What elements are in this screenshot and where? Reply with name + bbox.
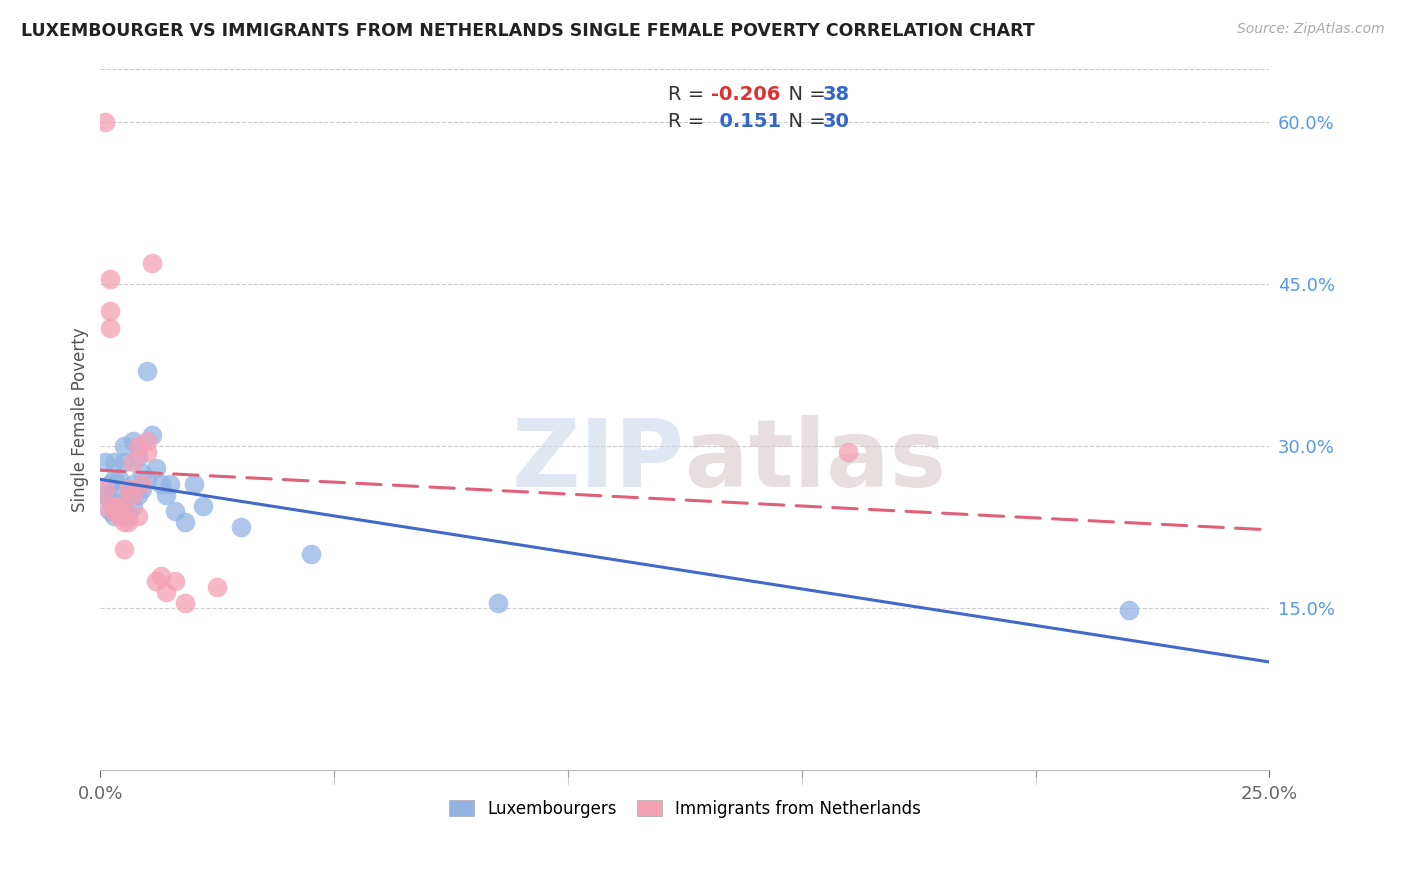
Point: [183, 477, 205, 491]
Point: [122, 477, 145, 491]
Point: [112, 504, 135, 518]
Point: [122, 499, 145, 513]
Point: [94, 483, 117, 497]
Point: [98, 320, 121, 334]
Point: [159, 477, 181, 491]
Point: [837, 444, 859, 458]
Text: atlas: atlas: [685, 416, 946, 508]
Point: [131, 467, 153, 481]
Point: [98, 504, 121, 518]
Point: [117, 515, 139, 529]
Point: [103, 472, 125, 486]
Point: [103, 509, 125, 524]
Point: [141, 428, 163, 442]
Text: 38: 38: [823, 85, 849, 104]
Text: LUXEMBOURGER VS IMMIGRANTS FROM NETHERLANDS SINGLE FEMALE POVERTY CORRELATION CH: LUXEMBOURGER VS IMMIGRANTS FROM NETHERLA…: [21, 22, 1035, 40]
Point: [207, 580, 229, 594]
Point: [103, 499, 125, 513]
Point: [145, 460, 167, 475]
Point: [103, 499, 125, 513]
Point: [98, 304, 121, 318]
Point: [112, 541, 135, 556]
Point: [94, 499, 117, 513]
Point: [136, 434, 159, 448]
Point: [155, 488, 177, 502]
Point: [127, 439, 149, 453]
Point: [145, 574, 167, 589]
Point: [94, 455, 117, 469]
Point: [299, 547, 322, 561]
Point: [193, 499, 215, 513]
Text: Source: ZipAtlas.com: Source: ZipAtlas.com: [1237, 22, 1385, 37]
Point: [122, 488, 145, 502]
Point: [98, 272, 121, 286]
Point: [165, 574, 187, 589]
Point: [173, 596, 195, 610]
Point: [150, 568, 173, 582]
Point: [117, 483, 139, 497]
Legend: Luxembourgers, Immigrants from Netherlands: Luxembourgers, Immigrants from Netherlan…: [441, 794, 928, 825]
Point: [141, 256, 163, 270]
Point: [122, 455, 145, 469]
Text: R =: R =: [668, 85, 711, 104]
Point: [131, 477, 153, 491]
Point: [127, 488, 149, 502]
Point: [136, 364, 159, 378]
Point: [150, 477, 173, 491]
Point: [108, 499, 131, 513]
Point: [94, 115, 117, 129]
Point: [108, 483, 131, 497]
Point: [112, 439, 135, 453]
Text: ZIP: ZIP: [512, 416, 685, 508]
Point: [117, 509, 139, 524]
Point: [136, 472, 159, 486]
Point: [112, 515, 135, 529]
Point: [98, 477, 121, 491]
Y-axis label: Single Female Poverty: Single Female Poverty: [72, 327, 89, 512]
Point: [98, 493, 121, 508]
Text: N =: N =: [776, 85, 832, 104]
Text: R =: R =: [668, 112, 711, 130]
Point: [112, 455, 135, 469]
Point: [173, 515, 195, 529]
Point: [117, 488, 139, 502]
Point: [131, 483, 153, 497]
Point: [108, 472, 131, 486]
Point: [122, 434, 145, 448]
Point: [1118, 603, 1140, 617]
Point: [486, 596, 509, 610]
Text: -0.206: -0.206: [710, 85, 780, 104]
Point: [136, 444, 159, 458]
Text: N =: N =: [776, 112, 832, 130]
Point: [103, 504, 125, 518]
Point: [127, 509, 149, 524]
Point: [127, 450, 149, 464]
Point: [94, 488, 117, 502]
Point: [155, 585, 177, 599]
Point: [103, 455, 125, 469]
Point: [165, 504, 187, 518]
Text: 0.151: 0.151: [706, 112, 780, 130]
Point: [108, 509, 131, 524]
Text: 30: 30: [823, 112, 849, 130]
Point: [112, 504, 135, 518]
Point: [229, 520, 252, 534]
